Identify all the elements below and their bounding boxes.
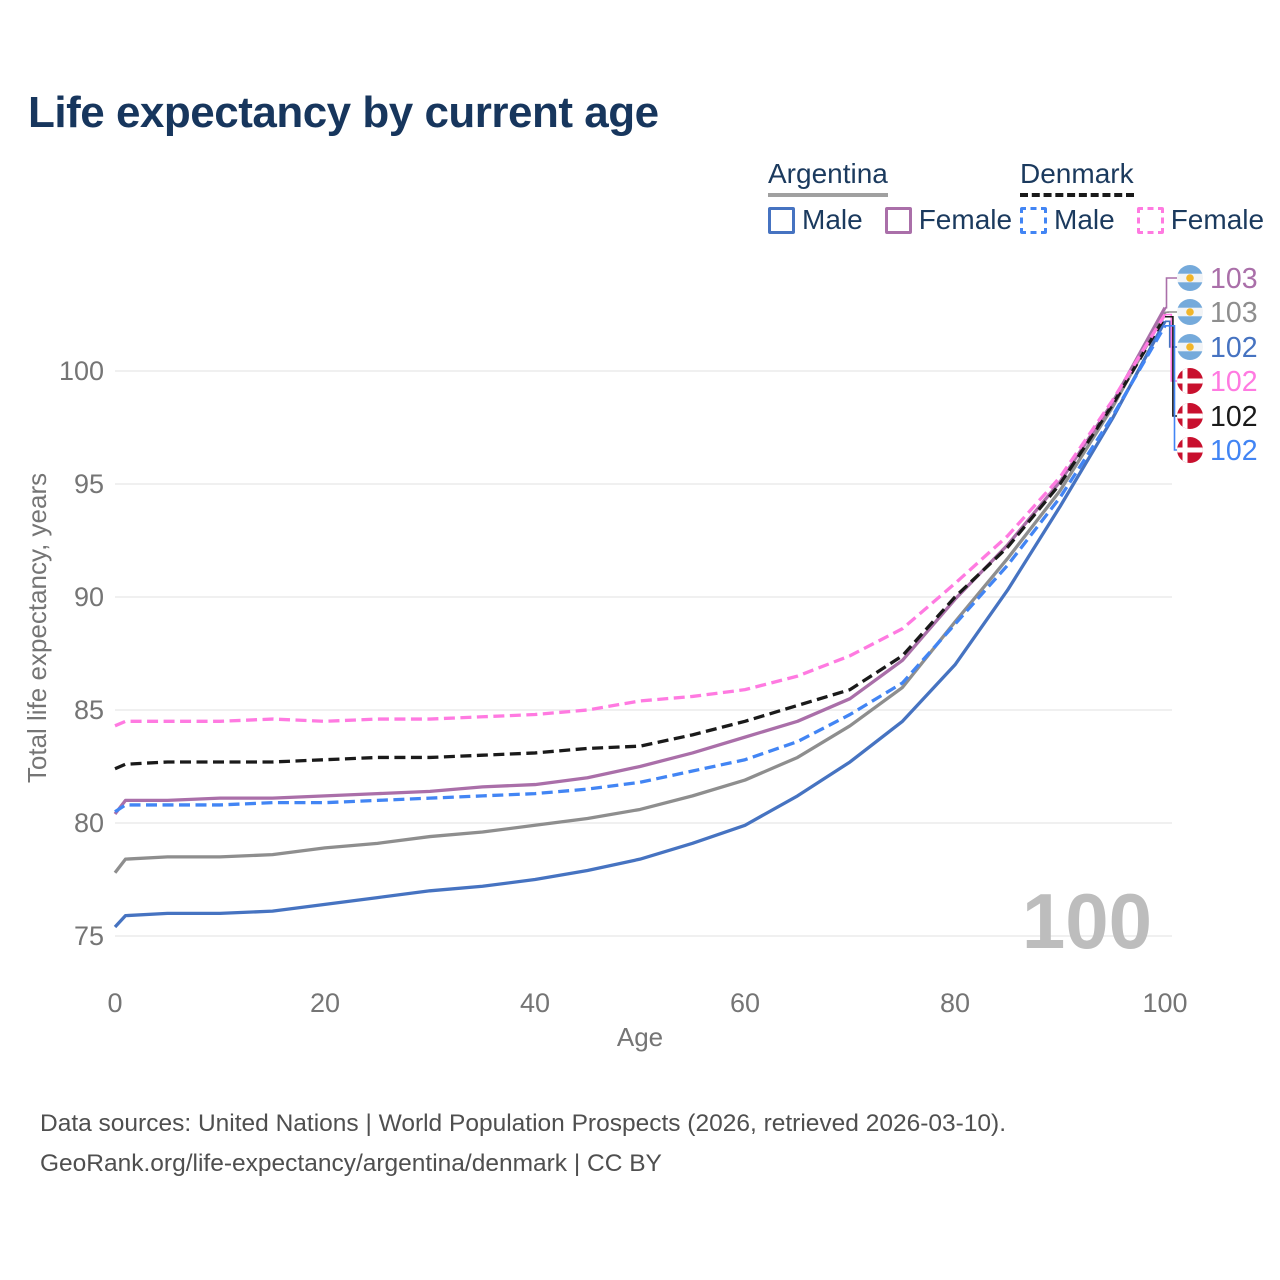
legend-item-argentina-male[interactable]: Male [768,204,863,236]
x-tick-label: 80 [940,988,970,1018]
x-tick-label: 0 [107,988,122,1018]
series-line-dk_female [114,313,1167,728]
legend-item-argentina-female[interactable]: Female [884,204,1013,236]
series-line-ar_male [113,320,1167,929]
footer-data-sources: Data sources: United Nations | World Pop… [40,1110,1007,1137]
legend-items-argentina: Male Female [768,204,1012,236]
y-tick-label: 90 [74,582,104,612]
flag-argentina-icon [1177,334,1203,360]
series-line-ar_female [113,306,1167,815]
footer-attribution: GeoRank.org/life-expectancy/argentina/de… [40,1150,662,1177]
legend-label-denmark-female: Female [1170,204,1265,235]
y-axis-title: Total life expectancy, years [22,473,52,783]
x-tick-label: 60 [730,988,760,1018]
flag-denmark-icon [1177,437,1203,463]
leader-line-dk_male [1165,325,1177,451]
y-tick-label: 75 [74,921,104,951]
flag-argentina-icon [1177,265,1203,291]
legend-swatch-denmark-male[interactable] [1020,206,1047,234]
y-tick-label: 95 [74,469,104,499]
series-line-ar_both [113,311,1167,874]
watermark-age-100: 100 [1022,877,1152,965]
legend-label-argentina-female: Female [918,204,1013,235]
legend-swatch-argentina-male[interactable] [768,206,795,234]
x-tick-label: 100 [1142,988,1187,1018]
end-label-ar_female: 103 [1210,263,1258,295]
legend-item-denmark-male[interactable]: Male [1020,204,1115,236]
life-expectancy-chart: 75 80 85 90 95 100 0 20 40 60 80 100 Age Total life e… [22,263,1258,1052]
page-title: Life expectancy by current age [28,88,659,137]
leader-line-ar_female [1165,277,1177,309]
flag-denmark-icon [1177,368,1203,394]
legend-swatch-denmark-female[interactable] [1136,206,1164,234]
legend-country-argentina: Argentina [768,158,888,197]
grid-layer: 75 80 85 90 95 100 0 20 40 60 80 100 Age Total life e… [22,356,1188,1052]
series-line-dk_both [114,315,1167,771]
footer: Data sources: United Nations | World Pop… [40,1104,1006,1184]
series-layer [113,306,1167,929]
legend-group-argentina: Argentina Male Female [768,158,1012,236]
legend-swatch-argentina-female[interactable] [884,206,912,234]
series-line-dk_male [114,324,1167,814]
y-tick-label: 85 [74,695,104,725]
end-label-dk_female: 102 [1210,366,1258,398]
legend-country-denmark: Denmark [1020,158,1134,197]
end-label-dk_male: 102 [1210,435,1258,467]
end-label-dk_both: 102 [1210,401,1258,433]
flag-denmark-icon [1177,403,1203,429]
legend-item-denmark-female[interactable]: Female [1136,204,1265,236]
legend-items-denmark: Male Female [1020,204,1264,236]
legend-label-argentina-male: Male [802,204,863,235]
x-tick-label: 20 [310,988,340,1018]
end-label-ar_both: 103 [1210,297,1258,329]
x-tick-label: 40 [520,988,550,1018]
x-axis-title: Age [617,1022,663,1052]
y-tick-label: 100 [59,356,104,386]
legend-group-denmark: Denmark Male Female [1020,158,1264,236]
end-label-ar_male: 102 [1210,332,1258,364]
flag-argentina-icon [1177,299,1203,325]
legend-label-denmark-male: Male [1054,204,1115,235]
y-tick-label: 80 [74,808,104,838]
